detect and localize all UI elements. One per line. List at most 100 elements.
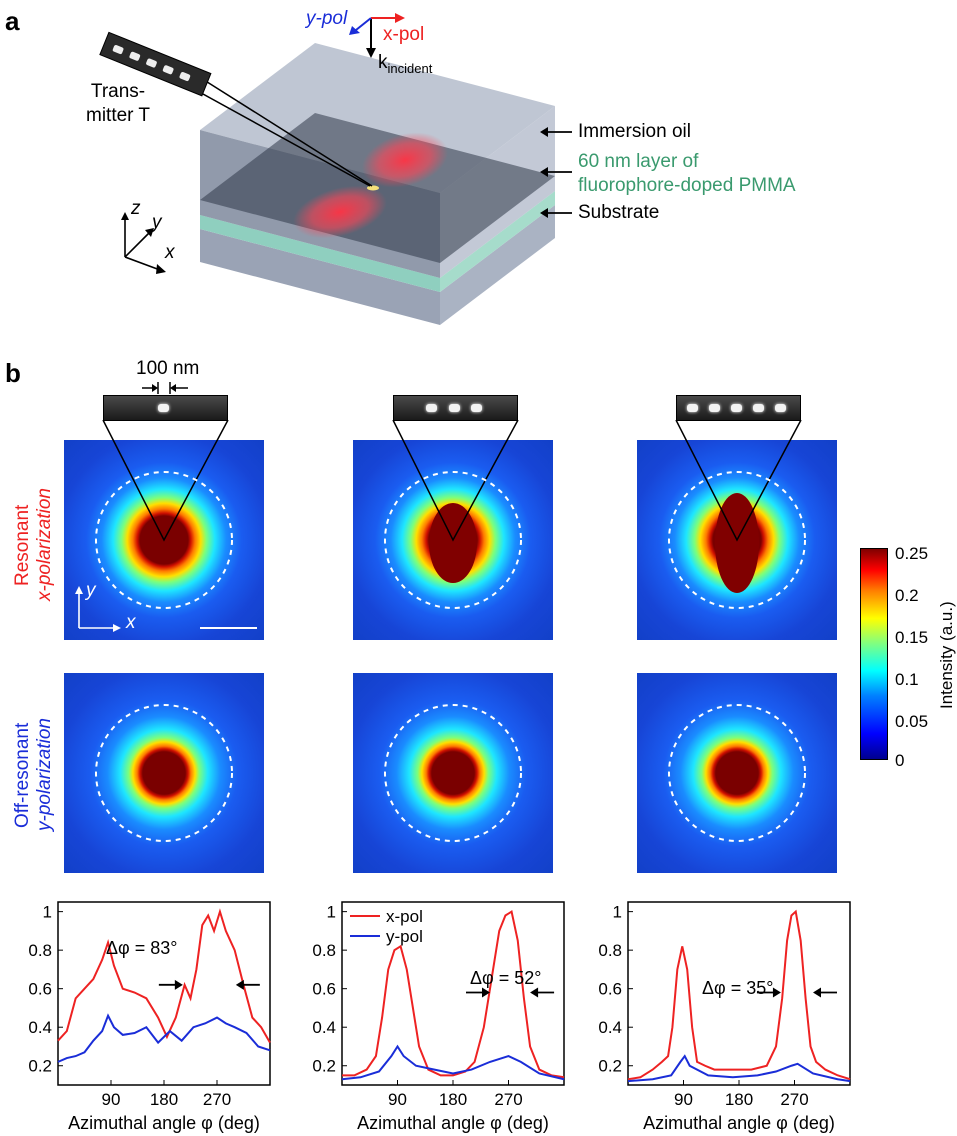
pmma-layer-label-line2: fluorophore-doped PMMA xyxy=(578,175,796,196)
x-tick-label: 180 xyxy=(150,1090,178,1109)
zoom-triangle-3 xyxy=(392,419,519,542)
y-tick-label: 0.6 xyxy=(598,980,622,999)
x-tick-label: 90 xyxy=(388,1090,407,1109)
heatmap-offresonant-5 xyxy=(637,673,837,873)
y-tick-label: 0.4 xyxy=(312,1018,336,1037)
transmitter-sem-inset xyxy=(99,31,212,97)
substrate-label: Substrate xyxy=(578,202,660,223)
zoom-triangle-5 xyxy=(675,419,802,542)
chart-frame xyxy=(57,901,271,1086)
axis-y-head xyxy=(145,228,154,237)
xpol-label: x-pol xyxy=(383,24,425,45)
ypol-label: y-pol xyxy=(306,8,348,29)
row-label-offresonant-line1: Off-resonant xyxy=(12,722,33,828)
width-arrow-head xyxy=(482,987,490,998)
series-line xyxy=(57,908,271,1044)
nanoparticle xyxy=(426,404,437,412)
nanoparticle xyxy=(687,404,698,412)
delta-phi-annotation: Δφ = 35° xyxy=(702,978,773,998)
x-axis-label: Azimuthal angle φ (deg) xyxy=(357,1113,549,1133)
transmitter-label-line1: Trans- xyxy=(90,81,146,102)
legend-label: x-pol xyxy=(386,907,423,926)
sem-inset-5 xyxy=(676,395,801,421)
width-arrow-head xyxy=(174,979,183,990)
azimuthal-charts: 90 180 270 0.2 0.4 0.6 0.8 1 Azimuthal angle φ (… xyxy=(28,901,851,1133)
k-arrow-head xyxy=(366,48,376,58)
width-arrow-head xyxy=(235,979,244,990)
ypol-arrow-head xyxy=(349,26,360,35)
width-arrow-head xyxy=(772,987,781,998)
y-tick-label: 0.2 xyxy=(28,1057,52,1076)
x-tick-label: 270 xyxy=(780,1090,808,1109)
panel-b-letter: b xyxy=(5,358,21,388)
colorbar-tick: 0.2 xyxy=(895,586,919,605)
hot-spot-3 xyxy=(429,503,477,583)
nanoparticle xyxy=(449,404,460,412)
scale-markers xyxy=(142,382,188,394)
axis-x xyxy=(124,256,161,271)
pmma-layer-front xyxy=(200,215,440,292)
y-tick-label: 0.8 xyxy=(598,941,622,960)
x-tick-label: 180 xyxy=(439,1090,467,1109)
na-circle xyxy=(668,471,806,609)
colorbar-tick: 0.15 xyxy=(895,628,929,647)
nanoparticle xyxy=(775,404,786,412)
na-circle xyxy=(95,704,233,842)
width-arrow-head xyxy=(530,987,539,998)
panel-a-letter: a xyxy=(5,6,20,36)
axis-x-head xyxy=(156,264,166,274)
x-axis-label: Azimuthal angle φ (deg) xyxy=(68,1113,260,1133)
colorbar-tick: 0.25 xyxy=(895,544,929,563)
pmma-layer-side xyxy=(440,191,555,292)
series-line xyxy=(341,1044,565,1081)
delta-phi-annotation: Δφ = 83° xyxy=(106,938,177,958)
y-tick-label: 0.8 xyxy=(312,941,336,960)
substrate-pointer-head xyxy=(540,208,548,218)
ypol-arrow xyxy=(355,17,372,31)
y-tick-label: 0.4 xyxy=(28,1018,52,1037)
na-circle xyxy=(384,471,522,609)
y-tick-label: 0.6 xyxy=(28,980,52,999)
zoom-triangle-1 xyxy=(102,419,229,542)
x-tick-label: 90 xyxy=(674,1090,693,1109)
na-circle xyxy=(384,704,522,842)
row-label-resonant-line2: x-polarization xyxy=(34,488,55,602)
colorbar-tick: 0.1 xyxy=(895,670,919,689)
series-line xyxy=(57,1013,271,1063)
immersion-oil-label: Immersion oil xyxy=(578,121,691,142)
colorbar-tick: 0 xyxy=(895,751,905,770)
x-tick-label: 180 xyxy=(725,1090,753,1109)
zoom-line xyxy=(203,79,373,187)
nanoparticle xyxy=(471,404,482,412)
image-axis-y-head xyxy=(75,586,83,594)
nanoparticle xyxy=(731,404,742,412)
row-label-resonant-line1: Resonant xyxy=(12,504,33,586)
sem-inset-1 xyxy=(103,395,228,421)
colorbar-label: Intensity (a.u.) xyxy=(937,601,956,709)
row-label-offresonant-line2: y-polarization xyxy=(34,718,55,832)
series-line xyxy=(627,1054,851,1083)
heatmap-offresonant-3 xyxy=(353,673,553,873)
delta-phi-annotation: Δφ = 52° xyxy=(470,968,541,988)
na-circle xyxy=(95,471,233,609)
emission-lobe-lower xyxy=(293,185,387,239)
y-tick-label: 0.2 xyxy=(598,1057,622,1076)
image-axis-y-label: y xyxy=(86,580,96,601)
y-tick-label: 0.4 xyxy=(598,1018,622,1037)
oil-pointer-head xyxy=(540,127,548,137)
axis-z-label: z xyxy=(131,198,141,219)
x-axis-label: Azimuthal angle φ (deg) xyxy=(643,1113,835,1133)
transmitter-label: Trans- mitter T xyxy=(86,80,150,128)
axis-x-label: x xyxy=(165,242,175,263)
x-tick-label: 270 xyxy=(203,1090,231,1109)
substrate-front xyxy=(200,229,440,325)
layer-pointer-head xyxy=(540,167,548,177)
emission-lobe-upper xyxy=(361,132,449,188)
y-tick-label: 0.2 xyxy=(312,1057,336,1076)
axis-y-label: y xyxy=(152,212,162,233)
y-tick-label: 1 xyxy=(43,903,52,922)
schematic-3d xyxy=(99,13,572,325)
nanoparticle xyxy=(709,404,720,412)
na-circle xyxy=(668,704,806,842)
colorbar xyxy=(860,548,888,760)
